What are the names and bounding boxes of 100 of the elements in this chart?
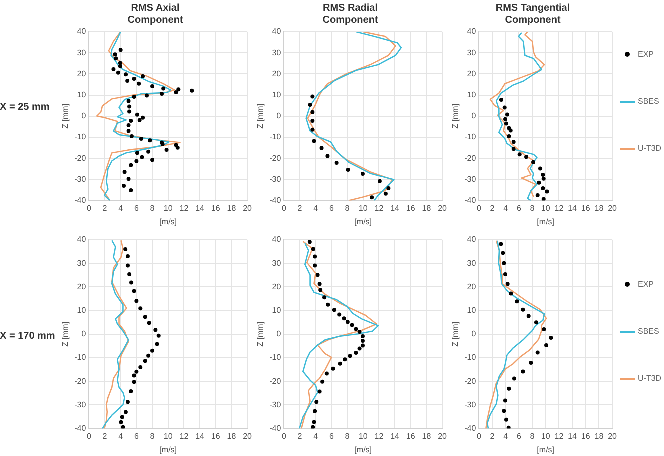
point	[521, 370, 526, 374]
point	[126, 177, 131, 182]
y-tick-label: 20	[272, 69, 282, 78]
point	[537, 180, 542, 185]
y-tick-label: 20	[77, 69, 87, 78]
x-tick-label: 10	[541, 204, 551, 213]
point	[507, 386, 512, 391]
point	[160, 92, 164, 96]
x-tick-label: 10	[164, 204, 174, 213]
text: X = 25 mm	[0, 102, 51, 113]
point	[504, 272, 508, 276]
point	[138, 306, 143, 311]
point	[507, 126, 512, 130]
point	[122, 184, 126, 188]
y-tick-label: 0	[82, 112, 87, 121]
x-tick-label: 4	[118, 432, 124, 441]
x-tick-label: 20	[243, 432, 253, 441]
y-tick-label: 30	[77, 258, 87, 268]
point	[502, 106, 507, 110]
x-tick-label: 4	[504, 204, 509, 213]
x-tick-label: 20	[608, 432, 618, 441]
y-tick-label: 40	[467, 27, 477, 36]
y-tick-label: -30	[74, 400, 87, 410]
x-axis-title: [m/s]	[537, 217, 555, 226]
point	[346, 168, 350, 172]
y-tick-label: -20	[464, 154, 477, 163]
point	[135, 112, 140, 117]
point	[130, 134, 134, 138]
point	[331, 366, 336, 371]
point	[310, 110, 315, 114]
point	[128, 110, 132, 114]
point	[150, 348, 155, 353]
point	[120, 415, 124, 420]
chart-title: RMS Radial Component	[322, 2, 379, 26]
x-tick-label: 18	[422, 432, 432, 441]
point	[174, 90, 178, 95]
point	[500, 98, 504, 102]
point	[134, 370, 139, 374]
x-axis-title: [m/s]	[537, 445, 555, 454]
point	[129, 163, 134, 168]
point	[129, 390, 134, 394]
point	[507, 134, 512, 138]
x-axis-title: [m/s]	[160, 217, 178, 226]
x-tick-label: 14	[196, 204, 206, 213]
point	[320, 380, 325, 384]
y-tick-label: -10	[270, 132, 282, 142]
x-tick-label: 8	[345, 432, 350, 441]
y-tick-label: -20	[270, 376, 282, 386]
point	[308, 103, 312, 108]
point	[354, 327, 358, 332]
x-tick-label: 10	[541, 432, 551, 441]
point	[532, 160, 536, 164]
x-tick-label: 10	[358, 432, 368, 441]
y-tick-label: 40	[272, 27, 282, 36]
y-tick-label: 20	[77, 282, 87, 292]
point	[322, 296, 327, 300]
x-tick-label: 20	[438, 204, 448, 213]
point	[512, 376, 517, 381]
point	[137, 82, 142, 86]
point	[326, 302, 330, 307]
point	[502, 409, 506, 414]
point	[113, 52, 118, 57]
point	[536, 194, 540, 198]
legend-label: SBES	[638, 97, 660, 106]
x-tick-label: 4	[314, 432, 319, 441]
point	[526, 314, 531, 318]
x-tick-label: 8	[150, 204, 156, 213]
point	[320, 146, 324, 150]
point	[118, 48, 123, 52]
x-tick-label: 16	[581, 432, 591, 441]
point	[545, 190, 550, 194]
point	[140, 155, 144, 160]
point	[501, 251, 506, 256]
point	[524, 155, 529, 160]
point	[324, 372, 329, 376]
x-tick-label: 20	[243, 204, 253, 213]
point	[156, 334, 161, 338]
point	[541, 186, 546, 191]
y-axis-title: Z [mm]	[61, 322, 70, 347]
point	[132, 77, 136, 82]
x-tick-label: 4	[314, 204, 319, 213]
point	[116, 70, 120, 75]
point	[126, 400, 130, 404]
y-tick-label: -30	[270, 174, 282, 184]
x-tick-label: 18	[227, 432, 237, 441]
x-tick-label: 6	[329, 204, 334, 213]
point	[130, 280, 134, 285]
y-tick-label: 10	[77, 306, 87, 316]
y-tick-label: 40	[77, 235, 87, 244]
x-tick-label: 12	[374, 204, 384, 213]
y-tick-label: 20	[467, 69, 477, 78]
point	[126, 78, 130, 83]
y-tick-label: 10	[272, 90, 282, 100]
point	[143, 315, 148, 320]
point	[147, 321, 152, 326]
point	[343, 358, 348, 362]
point	[506, 426, 511, 429]
point	[155, 342, 160, 346]
y-tick-label: -30	[464, 400, 477, 410]
point	[314, 400, 319, 404]
